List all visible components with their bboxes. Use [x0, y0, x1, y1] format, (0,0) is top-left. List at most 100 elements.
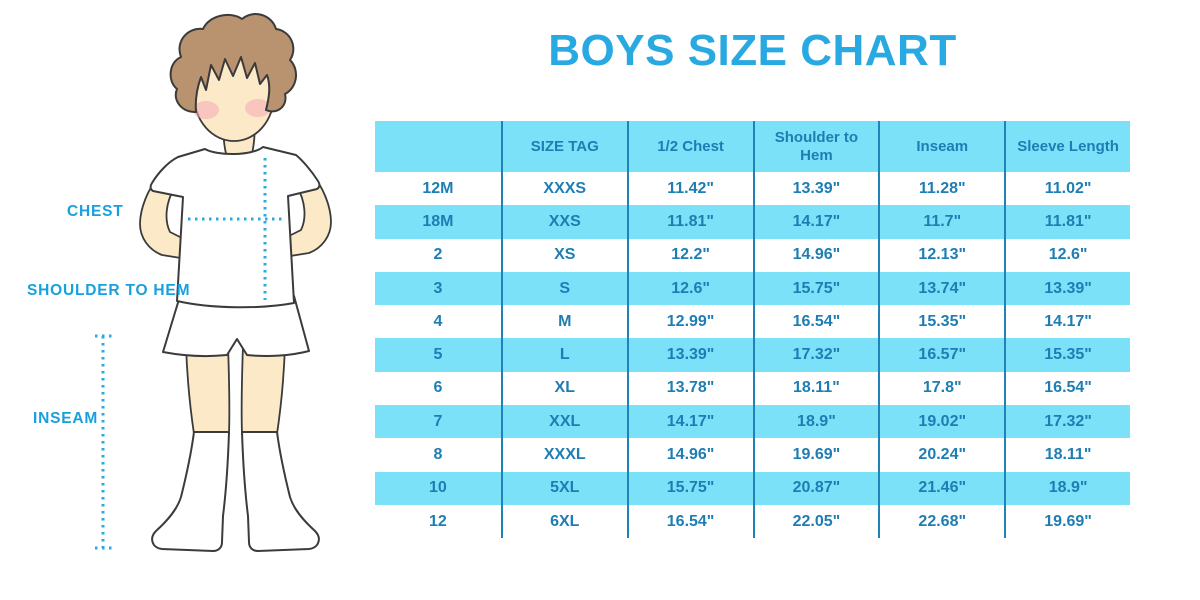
- size-cell: 5: [433, 346, 443, 364]
- measurement-cell: 21.46": [878, 471, 1004, 505]
- measurement-cell: 14.96": [752, 238, 879, 272]
- measurement-cell: 11.7": [878, 205, 1004, 239]
- measurement-cell: XL: [500, 371, 627, 406]
- measurement-cell: 12.99": [626, 305, 753, 339]
- size-cell: 10: [429, 479, 447, 497]
- size-cell: 18M: [422, 212, 454, 230]
- table-header-cell: 1/2 Chest: [626, 121, 753, 172]
- measurement-cell: XXS: [500, 205, 627, 239]
- measurement-cell: 14.17": [1004, 305, 1130, 339]
- left-sock: [151, 431, 230, 552]
- measurement-cell: 17.32": [1004, 405, 1130, 439]
- table-row: 5 L 13.39" 17.32" 16.57" 15.35": [375, 338, 1130, 372]
- measurement-cell: 14.17": [626, 405, 753, 439]
- measurement-cell: S: [500, 271, 627, 306]
- measurement-cell: 18.9": [752, 405, 879, 439]
- measurement-cell: L: [500, 338, 627, 372]
- table-row: 7 XXL 14.17" 18.9" 19.02" 17.32": [375, 405, 1130, 439]
- measurement-cell: 11.81": [1004, 205, 1130, 239]
- table-row: 8 XXXL 14.96" 19.69" 20.24" 18.11": [375, 438, 1130, 472]
- right-cheek: [245, 99, 271, 117]
- measurement-cell: 13.39": [626, 338, 753, 372]
- inseam-label: INSEAM: [33, 410, 99, 427]
- measurement-cell: 15.35": [878, 305, 1004, 339]
- measurement-cell: 22.68": [878, 504, 1004, 539]
- measurement-cell: 11.81": [626, 205, 753, 239]
- measurement-cell: 5XL: [500, 471, 627, 505]
- table-row: 18M XXS 11.81" 14.17" 11.7" 11.81": [375, 205, 1130, 239]
- shorts: [162, 295, 310, 357]
- table-row: 6 XL 13.78" 18.11" 17.8" 16.54": [375, 371, 1130, 406]
- measurement-cell: 13.74": [878, 271, 1004, 306]
- measurement-cell: 18.11": [752, 371, 879, 406]
- table-header-cell: Inseam: [878, 121, 1004, 172]
- measurement-cell: XS: [500, 238, 627, 272]
- measurement-cell: 6XL: [500, 504, 627, 539]
- size-cell: 6: [433, 379, 443, 397]
- table-header-cell: Sleeve Length: [1004, 121, 1130, 172]
- measurement-cell: 16.54": [626, 504, 753, 539]
- measurement-cell: 13.39": [1004, 271, 1130, 306]
- measurement-cell: 12.6": [626, 271, 753, 306]
- table-header-cell: Shoulder to Hem: [752, 121, 879, 172]
- t-shirt: [149, 146, 321, 309]
- measurement-cell: 15.75": [626, 471, 753, 505]
- right-sock: [241, 431, 320, 552]
- table-header-row: SIZE TAG 1/2 Chest Shoulder to Hem Inseam Sl…: [375, 121, 1130, 172]
- measurement-cell: 15.75": [752, 271, 879, 306]
- measurement-cell: 19.02": [878, 405, 1004, 439]
- size-table: SIZE TAG 1/2 Chest Shoulder to Hem Inseam Sl…: [375, 121, 1130, 539]
- measurement-cell: 22.05": [752, 504, 879, 539]
- measurement-cell: 14.17": [752, 205, 879, 239]
- table-row: 2 XS 12.2" 14.96" 12.13" 12.6": [375, 238, 1130, 272]
- measurement-cell: 12.6": [1004, 238, 1130, 272]
- measurement-cell: 20.24": [878, 438, 1004, 472]
- chest-label: CHEST: [67, 203, 124, 220]
- measurement-cell: 15.35": [1004, 338, 1130, 372]
- size-cell: 7: [433, 412, 443, 430]
- measurement-cell: 16.54": [752, 305, 879, 339]
- measurement-cell: 19.69": [752, 438, 879, 472]
- measurement-cell: 20.87": [752, 471, 879, 505]
- measurement-cell: 11.42": [626, 172, 753, 206]
- table-row: 10 5XL 15.75" 20.87" 21.46" 18.9": [375, 471, 1130, 505]
- table-row: 12M XXXS 11.42" 13.39" 11.28" 11.02": [375, 172, 1130, 206]
- measurement-cell: 13.78": [626, 371, 753, 406]
- table-row: 4 M 12.99" 16.54" 15.35" 14.17": [375, 305, 1130, 339]
- measurement-cell: 11.28": [878, 172, 1004, 206]
- size-cell: 12M: [422, 179, 454, 197]
- table-row: 12 6XL 16.54" 22.05" 22.68" 19.69": [375, 504, 1130, 539]
- measurement-cell: XXXS: [500, 172, 627, 206]
- table-header-cell: [375, 121, 501, 172]
- boy-illustration: [95, 13, 332, 552]
- measurement-cell: 18.9": [1004, 471, 1130, 505]
- measurement-cell: XXL: [500, 405, 627, 439]
- measurement-cell: 18.11": [1004, 438, 1130, 472]
- size-cell: 8: [433, 446, 443, 464]
- measurement-cell: 17.32": [752, 338, 879, 372]
- left-cheek: [193, 101, 219, 119]
- measurement-cell: XXXL: [500, 438, 627, 472]
- measurement-cell: 14.96": [626, 438, 753, 472]
- measurement-cell: 19.69": [1004, 504, 1130, 539]
- table-row: 3 S 12.6" 15.75" 13.74" 13.39": [375, 271, 1130, 306]
- size-cell: 2: [433, 246, 443, 264]
- measurement-cell: M: [500, 305, 627, 339]
- boy-figure: CHEST SHOULDER TO HEM INSEAM: [0, 0, 380, 600]
- shoulder-to-hem-label: SHOULDER TO HEM: [27, 282, 191, 299]
- size-cell: 12: [429, 512, 447, 530]
- measurement-cell: 16.57": [878, 338, 1004, 372]
- table-header-cell: SIZE TAG: [500, 121, 627, 172]
- size-table-body: 12M XXXS 11.42" 13.39" 11.28" 11.02" 18M XXS 11.…: [375, 172, 1130, 539]
- page-title: BOYS SIZE CHART: [548, 26, 957, 75]
- size-cell: 3: [433, 279, 443, 297]
- measurement-cell: 17.8": [878, 371, 1004, 406]
- measurement-cell: 16.54": [1004, 371, 1130, 406]
- measurement-cell: 11.02": [1004, 172, 1130, 206]
- right-leg: [240, 344, 286, 435]
- left-leg: [185, 344, 231, 435]
- hair: [169, 13, 297, 114]
- measurement-cell: 12.13": [878, 238, 1004, 272]
- size-cell: 4: [433, 312, 443, 330]
